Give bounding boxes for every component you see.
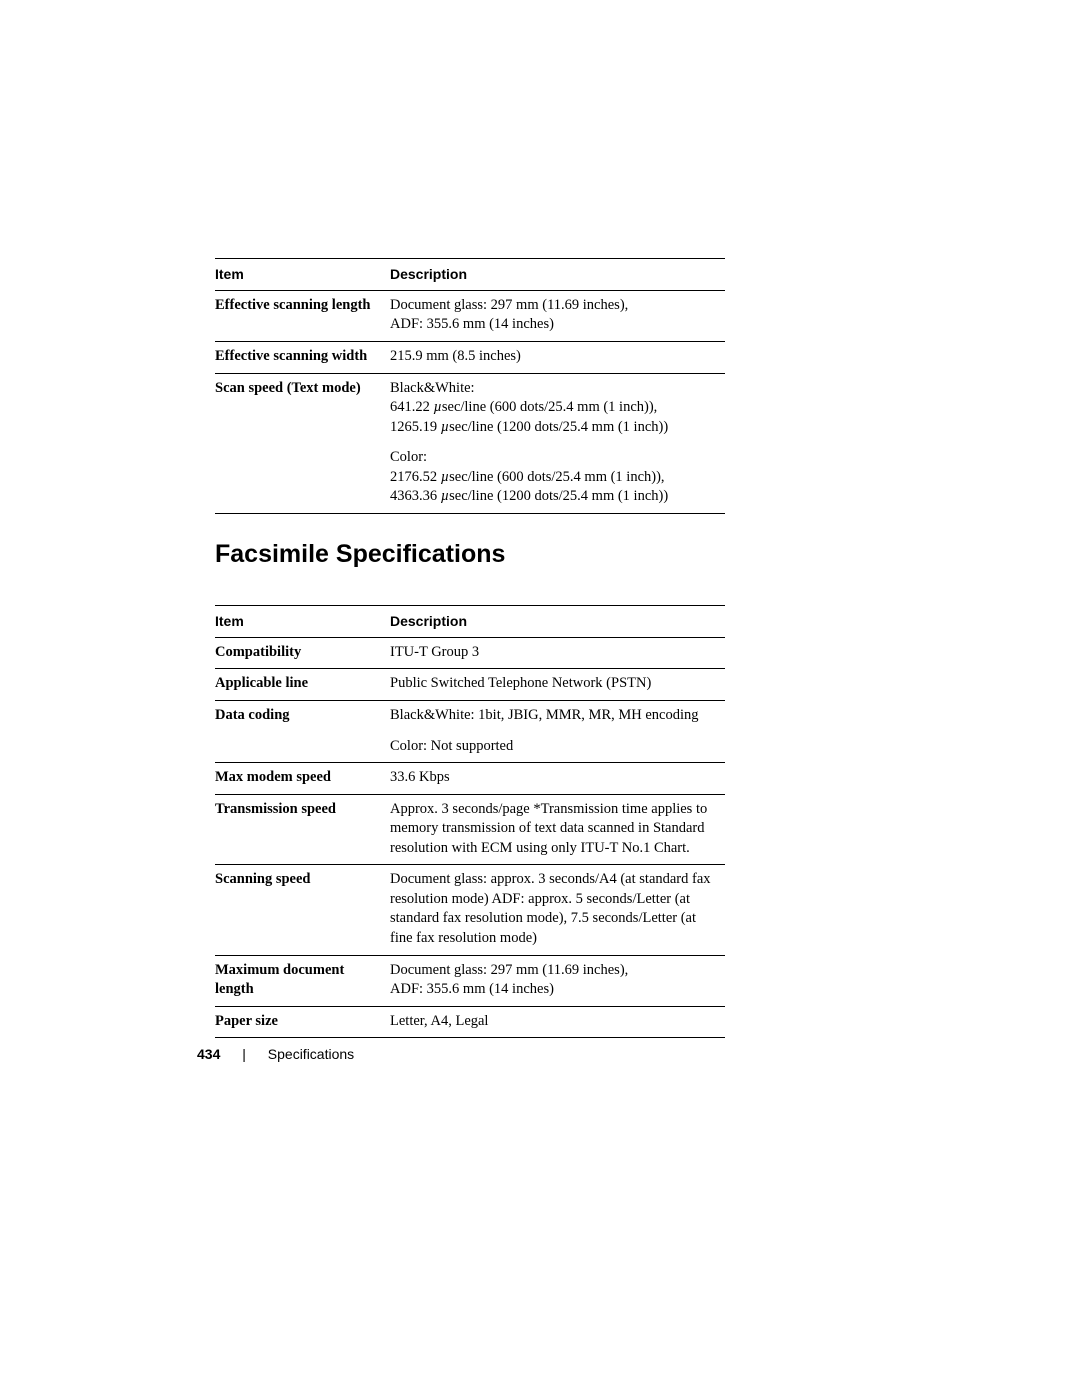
footer-separator: | [242, 1046, 246, 1062]
spec-item-blank [215, 732, 390, 763]
table-row: Effective scanning length Document glass… [215, 290, 725, 341]
table-row: Color: Not supported [215, 732, 725, 763]
spec-desc: Document glass: 297 mm (11.69 inches),AD… [390, 290, 725, 341]
spec-desc: Black&White:641.22 µsec/line (600 dots/2… [390, 373, 725, 443]
table-row: Compatibility ITU-T Group 3 [215, 637, 725, 669]
spec-item: Maximum document length [215, 955, 390, 1006]
spec-item: Paper size [215, 1006, 390, 1038]
spec-item: Effective scanning length [215, 290, 390, 341]
table-row: Paper size Letter, A4, Legal [215, 1006, 725, 1038]
spec-item: Effective scanning width [215, 342, 390, 374]
spec-item: Scan speed (Text mode) [215, 373, 390, 443]
spec-item: Scanning speed [215, 865, 390, 955]
table-row: Effective scanning width 215.9 mm (8.5 i… [215, 342, 725, 374]
spec-desc: Black&White: 1bit, JBIG, MMR, MR, MH enc… [390, 700, 725, 731]
facsimile-specs-table: Item Description Compatibility ITU-T Gro… [215, 605, 725, 1038]
table-row: Scan speed (Text mode) Black&White:641.2… [215, 373, 725, 443]
spec-item: Transmission speed [215, 794, 390, 865]
spec-desc: Document glass: 297 mm (11.69 inches),AD… [390, 955, 725, 1006]
col-header-item: Item [215, 605, 390, 637]
spec-item: Max modem speed [215, 763, 390, 795]
spec-desc: Approx. 3 seconds/page *Transmission tim… [390, 794, 725, 865]
col-header-desc: Description [390, 605, 725, 637]
spec-desc: Document glass: approx. 3 seconds/A4 (at… [390, 865, 725, 955]
spec-item: Applicable line [215, 669, 390, 701]
page-footer: 434 | Specifications [197, 1046, 354, 1062]
spec-desc: ITU-T Group 3 [390, 637, 725, 669]
table-row: Scanning speed Document glass: approx. 3… [215, 865, 725, 955]
spec-desc: 215.9 mm (8.5 inches) [390, 342, 725, 374]
scanning-specs-table: Item Description Effective scanning leng… [215, 258, 725, 514]
page: Item Description Effective scanning leng… [0, 0, 1080, 1397]
table-row: Data coding Black&White: 1bit, JBIG, MMR… [215, 700, 725, 731]
col-header-desc: Description [390, 259, 725, 291]
table-row: Max modem speed 33.6 Kbps [215, 763, 725, 795]
table-row: Applicable line Public Switched Telephon… [215, 669, 725, 701]
footer-section: Specifications [268, 1046, 354, 1062]
spec-item-blank [215, 443, 390, 513]
spec-item: Data coding [215, 700, 390, 731]
spec-desc: Public Switched Telephone Network (PSTN) [390, 669, 725, 701]
table-row: Maximum document length Document glass: … [215, 955, 725, 1006]
page-number: 434 [197, 1046, 220, 1062]
spec-desc: Color: Not supported [390, 732, 725, 763]
spec-desc: Letter, A4, Legal [390, 1006, 725, 1038]
spec-desc: 33.6 Kbps [390, 763, 725, 795]
section-heading: Facsimile Specifications [215, 540, 900, 569]
spec-desc: Color:2176.52 µsec/line (600 dots/25.4 m… [390, 443, 725, 513]
col-header-item: Item [215, 259, 390, 291]
table-row: Transmission speed Approx. 3 seconds/pag… [215, 794, 725, 865]
spec-item: Compatibility [215, 637, 390, 669]
table-row: Color:2176.52 µsec/line (600 dots/25.4 m… [215, 443, 725, 513]
